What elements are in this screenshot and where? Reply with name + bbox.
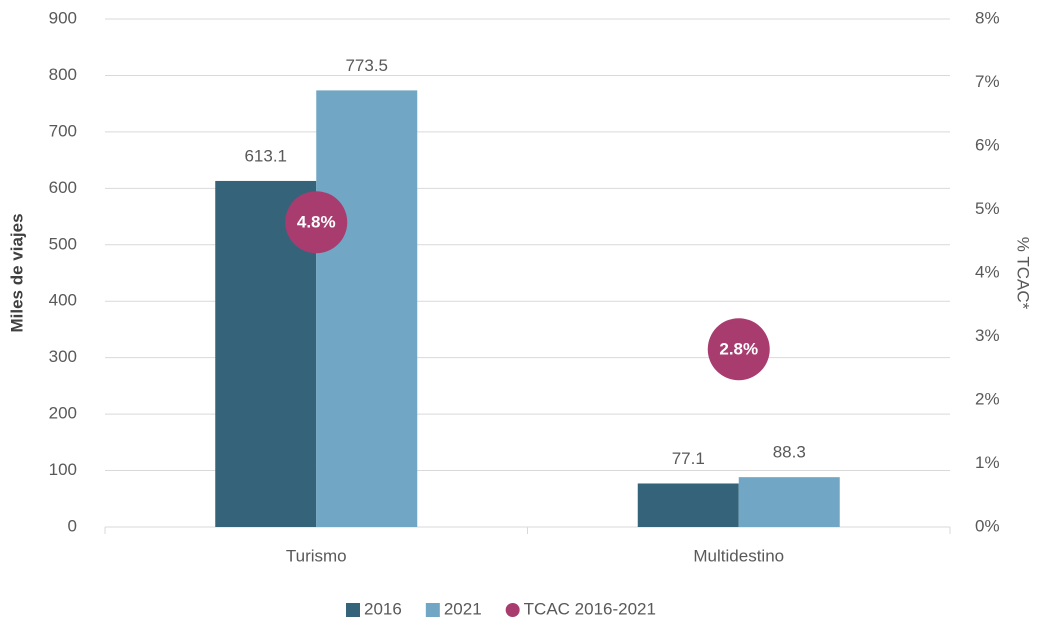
y-tick-label: 400 [49, 291, 77, 310]
y-tick-label: 900 [49, 8, 77, 27]
y-tick-label: 100 [49, 460, 77, 479]
y-tick-label: 800 [49, 65, 77, 84]
y-axis-label: Miles de viajes [7, 213, 26, 332]
y2-tick-label: 8% [975, 8, 1000, 27]
y2-tick-label: 4% [975, 262, 1000, 281]
y-tick-label: 300 [49, 347, 77, 366]
legend-marker [346, 603, 360, 617]
y2-tick-label: 0% [975, 516, 1000, 535]
y2-tick-label: 3% [975, 326, 1000, 345]
data-label: 773.5 [345, 56, 388, 75]
y-tick-label: 600 [49, 178, 77, 197]
y2-tick-label: 1% [975, 453, 1000, 472]
y2-axis-label: % TCAC* [1014, 237, 1033, 310]
legend-marker [505, 603, 520, 617]
y2-tick-label: 7% [975, 72, 1000, 91]
bar [637, 483, 739, 527]
y2-tick-label: 5% [975, 199, 1000, 218]
legend-label: 2016 [364, 599, 402, 618]
y2-tick-label: 2% [975, 389, 1000, 408]
data-label: 613.1 [244, 146, 287, 165]
legend-label: 2021 [444, 599, 482, 618]
y-tick-label: 0 [68, 516, 77, 535]
data-label: 2.8% [719, 340, 758, 359]
data-label: 4.8% [297, 213, 336, 232]
data-label: 77.1 [672, 449, 705, 468]
legend-marker [425, 603, 440, 617]
data-label: 88.3 [773, 443, 806, 462]
legend-label: TCAC 2016-2021 [524, 599, 656, 618]
y-tick-label: 700 [49, 121, 77, 140]
tcac-marker [285, 191, 348, 254]
bar [316, 90, 418, 527]
bar [738, 477, 840, 527]
tcac-marker [707, 318, 770, 381]
y-tick-label: 500 [49, 234, 77, 253]
y2-tick-label: 6% [975, 135, 1000, 154]
x-tick-label: Multidestino [693, 546, 784, 565]
x-tick-label: Turismo [286, 546, 347, 565]
y-tick-label: 200 [49, 404, 77, 423]
